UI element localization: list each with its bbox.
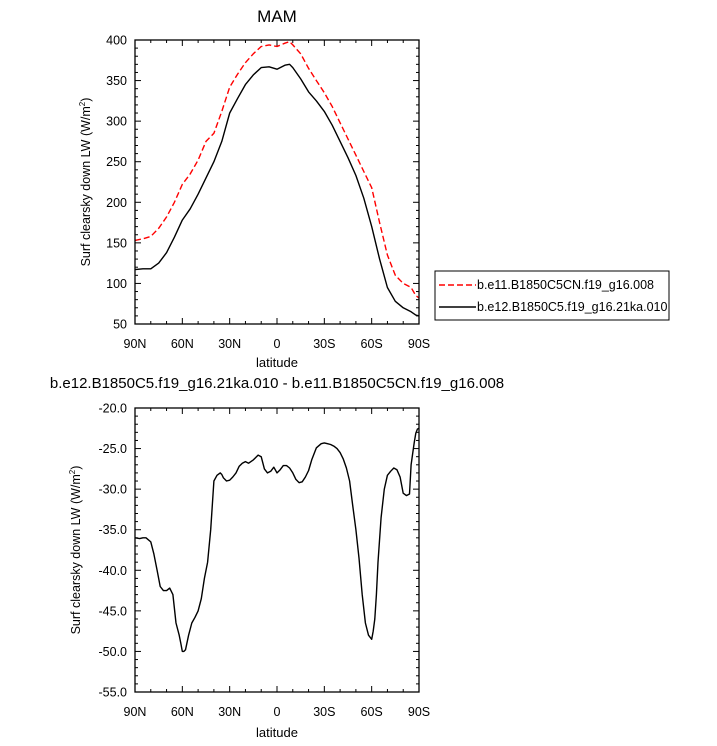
- bottom-chart-ticks: [134, 407, 420, 693]
- y-tick-label: 250: [106, 155, 127, 169]
- bottom-y-tick-labels: -55.0 -50.0 -45.0 -40.0 -35.0 -30.0 -25.0 -20.0: [99, 402, 128, 700]
- bottom-x-tick-labels: 90N 60N 30N 0 30S 60S 90S: [124, 705, 431, 719]
- bottom-y-axis-label-superscript: 2: [68, 469, 77, 474]
- top-x-tick-labels: 90N 60N 30N 0 30S 60S 90S: [124, 337, 431, 351]
- y-tick-label: -55.0: [99, 686, 128, 700]
- bottom-y-axis-label-main: Surf clearsky down LW (W/m: [69, 474, 83, 634]
- bottom-plot-frame: [134, 407, 420, 693]
- y-tick-label: -35.0: [99, 523, 128, 537]
- legend-label-series-2: b.e12.B1850C5.f19_g16.21ka.010: [477, 300, 667, 314]
- x-tick-label: 30S: [313, 705, 335, 719]
- top-legend-box: [434, 270, 670, 321]
- y-tick-label: 100: [106, 277, 127, 291]
- x-tick-label: 90S: [408, 337, 430, 351]
- x-tick-label: 90N: [124, 705, 147, 719]
- x-tick-label: 90S: [408, 705, 430, 719]
- series-line-1: [134, 427, 420, 653]
- y-tick-label: 200: [106, 196, 127, 210]
- y-tick-label: 350: [106, 74, 127, 88]
- x-tick-label: 30N: [218, 705, 241, 719]
- bottom-chart: b.e12.B1850C5.f19_g16.21ka.010 - b.e11.B…: [50, 375, 504, 740]
- top-chart-ticks: [134, 39, 420, 325]
- top-x-axis-label: latitude: [256, 355, 298, 370]
- y-tick-label: 50: [113, 318, 127, 332]
- x-tick-label: 60S: [361, 337, 383, 351]
- top-chart-series: [134, 40, 420, 317]
- x-tick-label: 0: [274, 705, 281, 719]
- bottom-y-axis-label: Surf clearsky down LW (W/m2): [68, 466, 83, 635]
- x-tick-label: 60N: [171, 337, 194, 351]
- y-tick-label: -40.0: [99, 564, 128, 578]
- x-tick-label: 60N: [171, 705, 194, 719]
- top-y-axis-label-main: Surf clearsky down LW (W/m: [79, 106, 93, 266]
- y-tick-label: -45.0: [99, 604, 128, 618]
- y-tick-label: 300: [106, 115, 127, 129]
- y-tick-label: -30.0: [99, 483, 128, 497]
- top-y-tick-labels: 50 100 150 200 250 300 350 400: [106, 34, 127, 332]
- y-tick-label: 150: [106, 236, 127, 250]
- top-chart: MAM 50 100 150 200 250 300 350 400 90N 60N 30N 0 30…: [78, 7, 670, 370]
- x-tick-label: 30N: [218, 337, 241, 351]
- x-tick-label: 60S: [361, 705, 383, 719]
- top-y-axis-label: Surf clearsky down LW (W/m2): [78, 98, 93, 267]
- legend-label-series-1: b.e11.B1850C5CN.f19_g16.008: [477, 278, 654, 292]
- x-tick-label: 30S: [313, 337, 335, 351]
- top-legend: b.e11.B1850C5CN.f19_g16.008 b.e12.B1850C…: [434, 270, 670, 321]
- bottom-chart-title: b.e12.B1850C5.f19_g16.21ka.010 - b.e11.B…: [50, 375, 504, 392]
- y-tick-label: -20.0: [99, 402, 128, 416]
- bottom-x-axis-label: latitude: [256, 725, 298, 740]
- top-y-axis-label-tail: ): [79, 98, 93, 102]
- series-line-1: [134, 40, 420, 299]
- x-tick-label: 90N: [124, 337, 147, 351]
- y-tick-label: -25.0: [99, 442, 128, 456]
- y-tick-label: -50.0: [99, 645, 128, 659]
- y-tick-label: 400: [106, 34, 127, 48]
- top-y-axis-label-superscript: 2: [78, 101, 87, 106]
- top-chart-title: MAM: [257, 7, 297, 26]
- bottom-y-axis-label-tail: ): [69, 466, 83, 470]
- top-plot-frame: [134, 39, 420, 325]
- x-tick-label: 0: [274, 337, 281, 351]
- series-line-2: [134, 63, 420, 317]
- bottom-chart-series: [134, 427, 420, 653]
